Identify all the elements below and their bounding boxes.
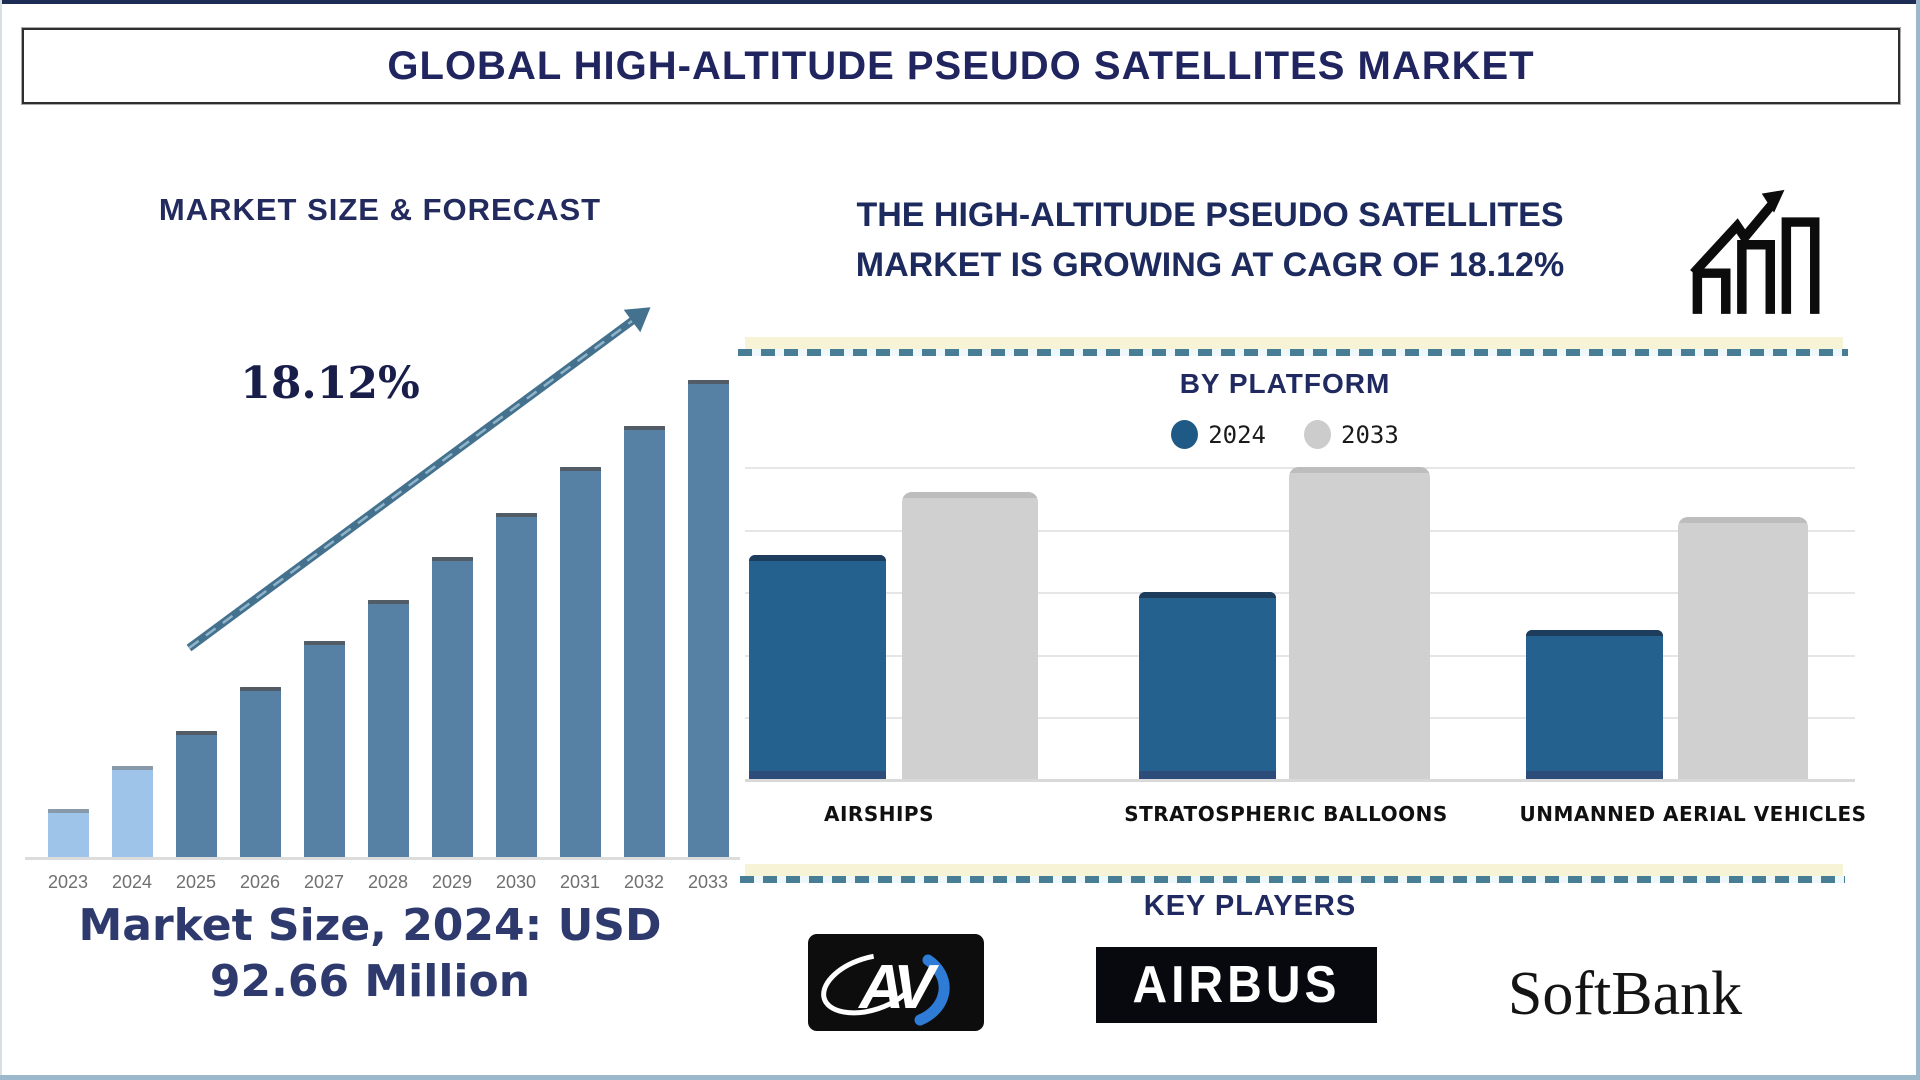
forecast-bar-cap: [303, 641, 345, 645]
forecast-year-label-2031: 2031: [559, 872, 601, 892]
platform-bar-cap: [1678, 517, 1808, 523]
legend-dot-2033: [1304, 420, 1331, 449]
platform-bar-cap: [749, 555, 886, 561]
platform-bar-foot: [1526, 771, 1663, 780]
forecast-bar-cap: [367, 600, 409, 604]
platform-category-label: UNMANNED AERIAL VEHICLES: [1519, 802, 1867, 826]
growth-headline: THE HIGH-ALTITUDE PSEUDO SATELLITES MARK…: [740, 190, 1680, 290]
platform-bar-cap: [1526, 630, 1663, 636]
forecast-bar-cap: [431, 557, 473, 561]
platform-bar-foot: [749, 771, 886, 780]
platform-x-axis: [745, 779, 1855, 782]
legend-label-2024: 2024: [1208, 420, 1266, 449]
forecast-bar-2031: [559, 467, 601, 858]
forecast-bar-cap: [47, 809, 89, 813]
dashed-divider-1: [738, 349, 1848, 356]
legend-item-2024: 2024: [1171, 420, 1266, 449]
platform-category-label: AIRSHIPS: [824, 802, 934, 826]
legend-dot-2024: [1171, 420, 1199, 449]
forecast-year-label-2032: 2032: [623, 872, 665, 892]
forecast-bar-cap: [623, 426, 665, 430]
forecast-bar-2032: [623, 426, 665, 858]
divider-yellow-band-1: [745, 337, 1843, 349]
forecast-cagr-label: 18.12%: [240, 358, 420, 409]
forecast-caption-line1: Market Size, 2024: USD: [78, 900, 662, 951]
platform-bar-2024-stratospheric-balloons: [1139, 592, 1276, 780]
airbus-logo-text: AIRBUS: [1132, 956, 1341, 1014]
forecast-bar-cap: [559, 467, 601, 471]
platform-bar-cap: [1139, 592, 1276, 598]
forecast-year-label-2026: 2026: [239, 872, 281, 892]
forecast-year-label-2027: 2027: [303, 872, 345, 892]
forecast-year-label-2030: 2030: [495, 872, 537, 892]
platform-bar-cap: [902, 492, 1038, 498]
platform-bar-foot: [1139, 771, 1276, 780]
forecast-bar-2023: [47, 809, 89, 858]
platform-bar-2024-unmanned-aerial-vehicles: [1526, 630, 1663, 780]
growth-chart-icon: [1690, 189, 1820, 314]
softbank-logo-text: SoftBank: [1507, 959, 1743, 1028]
forecast-bar-2033: [687, 380, 729, 858]
growth-headline-line2: MARKET IS GROWING AT CAGR OF 18.12%: [855, 246, 1565, 284]
platform-chart-title: BY PLATFORM: [1179, 368, 1391, 399]
platform-bar-2033-airships: [902, 492, 1038, 780]
forecast-bar-cap: [495, 513, 537, 517]
frame-bottom-line: [0, 1075, 1920, 1080]
softbank-logo: SoftBank: [1470, 948, 1780, 1040]
frame-right-line: [1916, 0, 1920, 1080]
frame-left-line: [0, 0, 2, 1080]
title-banner: GLOBAL HIGH-ALTITUDE PSEUDO SATELLITES M…: [22, 28, 1900, 104]
forecast-caption: Market Size, 2024: USD 92.66 Million: [20, 898, 720, 1010]
platform-bar-2033-unmanned-aerial-vehicles: [1678, 517, 1808, 780]
legend-label-2033: 2033: [1341, 420, 1399, 449]
platform-bar-2024-airships: [749, 555, 886, 780]
growth-headline-line1: THE HIGH-ALTITUDE PSEUDO SATELLITES: [856, 196, 1564, 234]
forecast-bar-2028: [367, 600, 409, 858]
forecast-year-label-2028: 2028: [367, 872, 409, 892]
forecast-x-axis: [25, 857, 740, 860]
forecast-bar-cap: [175, 731, 217, 735]
forecast-year-label-2023: 2023: [47, 872, 89, 892]
growth-arrow: [186, 307, 651, 652]
forecast-year-label-2029: 2029: [431, 872, 473, 892]
divider-yellow-band-2: [745, 864, 1843, 876]
forecast-bar-2027: [303, 641, 345, 858]
platform-bar-cap: [1289, 467, 1430, 473]
dashed-divider-2: [740, 876, 1845, 883]
forecast-year-label-2024: 2024: [111, 872, 153, 892]
forecast-bar-cap: [687, 380, 729, 384]
forecast-bar-2025: [175, 731, 217, 858]
aerovironment-logo: AV: [808, 934, 984, 1031]
legend-item-2033: 2033: [1304, 420, 1399, 449]
forecast-year-label-2025: 2025: [175, 872, 217, 892]
forecast-bar-2026: [239, 687, 281, 858]
platform-bar-2033-stratospheric-balloons: [1289, 467, 1430, 780]
platform-category-label: STRATOSPHERIC BALLOONS: [1124, 802, 1448, 826]
forecast-heading: MARKET SIZE & FORECAST: [158, 192, 602, 227]
forecast-caption-line2: 92.66 Million: [209, 956, 531, 1007]
forecast-bar-cap: [111, 766, 153, 770]
forecast-bar-cap: [239, 687, 281, 691]
platform-legend: 2024 2033: [1100, 420, 1470, 449]
frame-top-line: [0, 0, 1920, 4]
forecast-year-label-2033: 2033: [687, 872, 729, 892]
airbus-logo: AIRBUS: [1096, 947, 1377, 1023]
key-players-title: KEY PLAYERS: [1143, 890, 1357, 922]
av-logo-text: AV: [857, 953, 939, 1022]
forecast-bar-2029: [431, 557, 473, 858]
forecast-bar-2030: [495, 513, 537, 858]
forecast-bar-2024: [111, 766, 153, 858]
page-title: GLOBAL HIGH-ALTITUDE PSEUDO SATELLITES M…: [387, 43, 1535, 88]
